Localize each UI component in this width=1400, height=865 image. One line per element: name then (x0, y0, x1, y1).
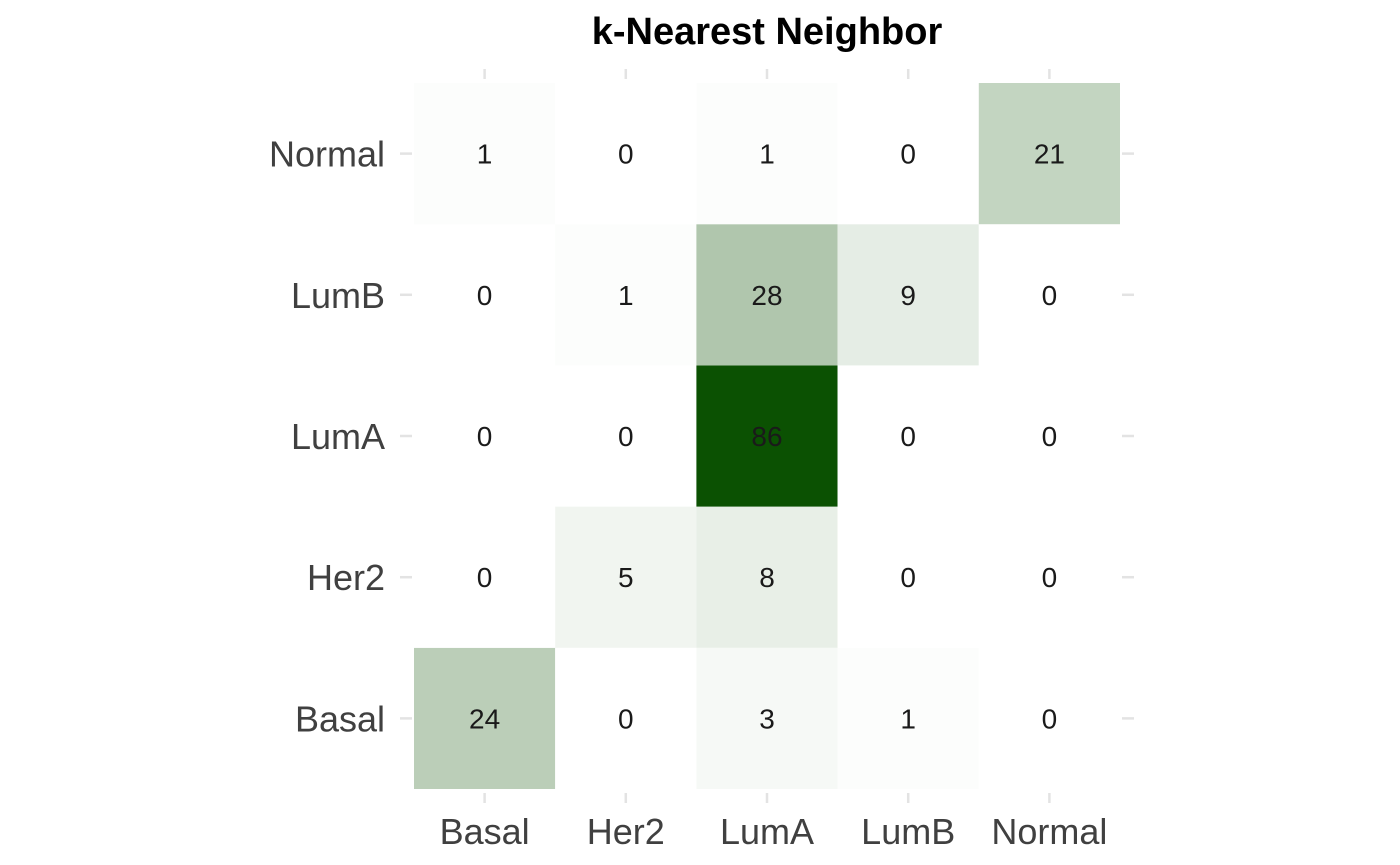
heatmap-cell-luma-her2 (555, 365, 697, 507)
heatmap-cell-her2-normal (978, 506, 1120, 648)
heatmap-cell-basal-basal (414, 647, 556, 789)
chart-title: k-Nearest Neighbor (592, 11, 943, 53)
cell-value-label: 1 (900, 703, 916, 734)
cell-value-label: 0 (1042, 703, 1058, 734)
cell-value-label: 0 (900, 139, 916, 170)
cell-value-label: 3 (759, 703, 775, 734)
heatmap-cell-her2-her2 (555, 506, 697, 648)
x-tick-label: Basal (440, 811, 530, 852)
heatmap-cell-normal-lumb (837, 83, 979, 225)
cell-value-label: 24 (469, 703, 500, 734)
heatmap-cell-normal-her2 (555, 83, 697, 225)
heatmap-cells (414, 83, 1120, 789)
x-tick-label: LumA (720, 811, 814, 852)
heatmap-cell-her2-lumb (837, 506, 979, 648)
heatmap-cell-lumb-her2 (555, 224, 697, 366)
x-tick-label: LumB (861, 811, 955, 852)
cell-value-label: 21 (1034, 139, 1065, 170)
cell-value-label: 0 (1042, 421, 1058, 452)
heatmap-cell-normal-basal (414, 83, 556, 225)
heatmap-cell-normal-normal (978, 83, 1120, 225)
cell-value-label: 0 (618, 703, 634, 734)
x-tick-label: Her2 (587, 811, 665, 852)
y-tick-label: Normal (269, 134, 385, 175)
heatmap-cell-luma-lumb (837, 365, 979, 507)
y-tick-label: Basal (295, 698, 385, 739)
cell-value-label: 1 (759, 139, 775, 170)
x-tick-label: Normal (991, 811, 1107, 852)
heatmap-cell-basal-normal (978, 647, 1120, 789)
cell-value-label: 1 (618, 280, 634, 311)
heatmap-cell-luma-basal (414, 365, 556, 507)
heatmap-cell-basal-lumb (837, 647, 979, 789)
heatmap-cell-basal-luma (696, 647, 838, 789)
heatmap-cell-lumb-basal (414, 224, 556, 366)
heatmap-cell-her2-luma (696, 506, 838, 648)
heatmap-cell-basal-her2 (555, 647, 697, 789)
cell-value-label: 0 (1042, 280, 1058, 311)
axis-ticks (400, 69, 1134, 803)
heatmap-cell-luma-normal (978, 365, 1120, 507)
y-axis: Basal Her2 LumA LumB Normal (269, 134, 385, 740)
heatmap-cell-lumb-luma (696, 224, 838, 366)
y-tick-label: Her2 (307, 557, 385, 598)
heatmap-cell-lumb-normal (978, 224, 1120, 366)
cell-value-label: 28 (751, 280, 782, 311)
heatmap-cell-lumb-lumb (837, 224, 979, 366)
y-tick-label: LumA (291, 416, 385, 457)
cell-value-label: 0 (900, 562, 916, 593)
cell-value-label: 5 (618, 562, 634, 593)
cell-value-label: 0 (477, 421, 493, 452)
cell-value-label: 9 (900, 280, 916, 311)
cell-value-label: 0 (900, 421, 916, 452)
heatmap-cell-normal-luma (696, 83, 838, 225)
cell-value-label: 0 (477, 562, 493, 593)
cell-value-label: 86 (751, 421, 782, 452)
cell-value-label: 0 (618, 139, 634, 170)
cell-value-label: 0 (618, 421, 634, 452)
cell-value-label: 1 (477, 139, 493, 170)
cell-value-label: 0 (477, 280, 493, 311)
heatmap-cell-her2-basal (414, 506, 556, 648)
cell-value-label: 0 (1042, 562, 1058, 593)
cell-value-labels: 24 0 3 1 0 0 5 8 0 0 0 0 86 0 0 0 1 28 9 0 1 0 1 0 21 (469, 139, 1065, 735)
x-axis: Basal Her2 LumA LumB Normal (440, 811, 1108, 852)
heatmap-cell-luma-luma (696, 365, 838, 507)
cell-value-label: 8 (759, 562, 775, 593)
y-tick-label: LumB (291, 275, 385, 316)
